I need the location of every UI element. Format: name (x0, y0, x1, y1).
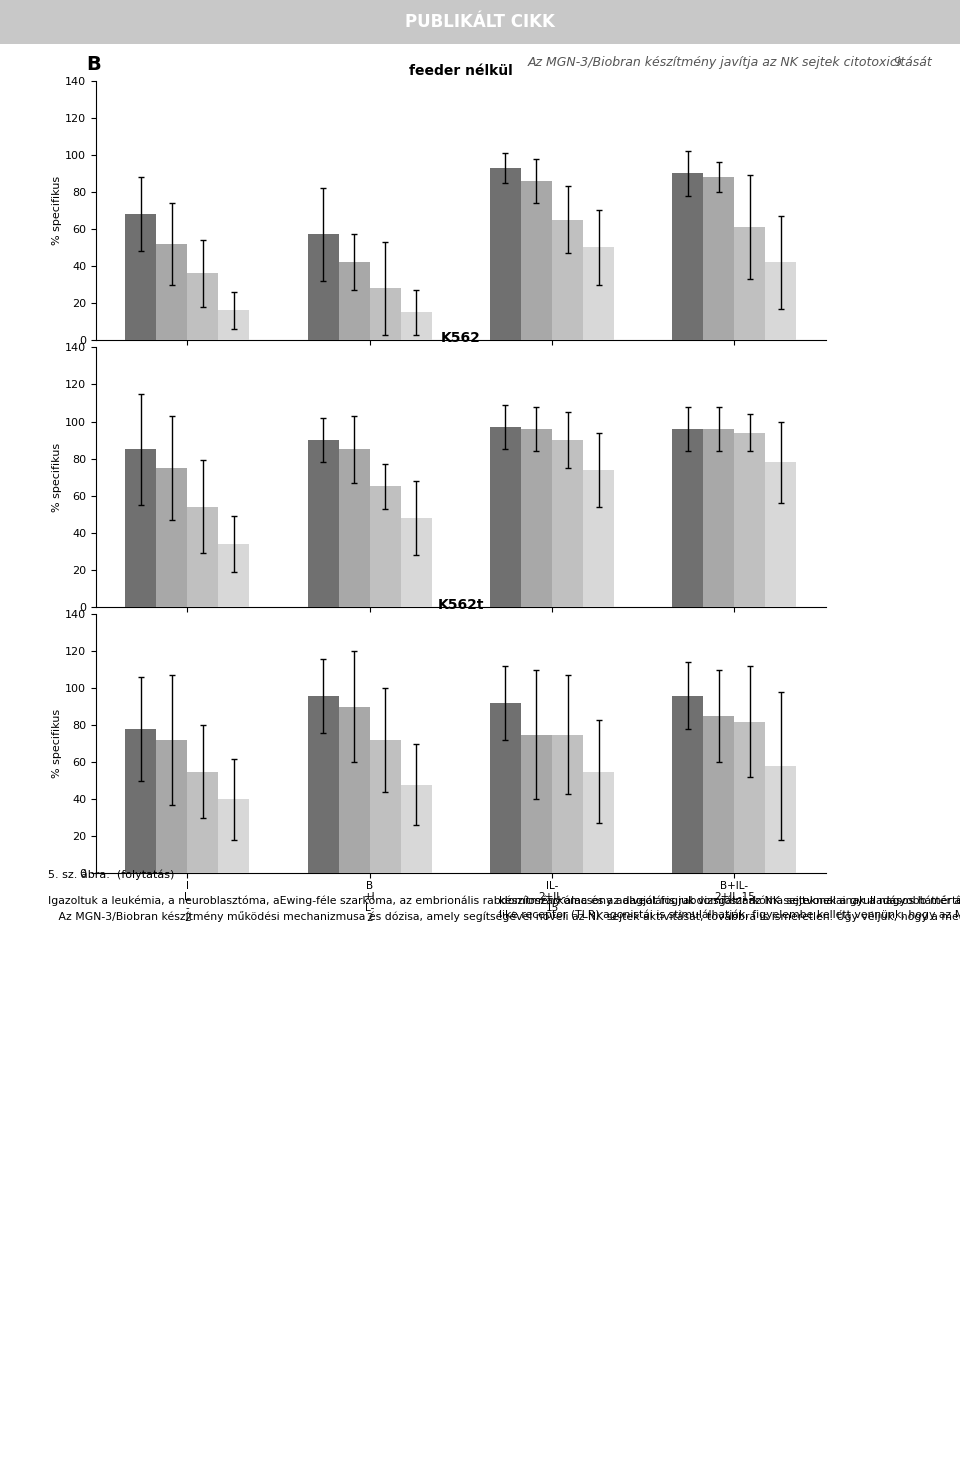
Bar (218, 800, 250, 873)
Bar (218, 310, 250, 341)
Text: 5. sz. ábra.  (folytatás): 5. sz. ábra. (folytatás) (48, 869, 175, 879)
Bar (125, 449, 156, 606)
Bar (370, 486, 400, 606)
Bar (765, 263, 797, 341)
Bar (187, 506, 218, 606)
Bar (583, 470, 614, 606)
Bar (704, 716, 734, 873)
Title: feeder nélkül: feeder nélkül (409, 65, 513, 78)
Bar (125, 730, 156, 873)
Bar (187, 772, 218, 873)
Bar (704, 429, 734, 606)
Bar (552, 734, 583, 873)
Bar (765, 766, 797, 873)
Bar (400, 784, 432, 873)
Bar (339, 263, 370, 341)
Bar (307, 440, 339, 606)
Bar (187, 273, 218, 341)
Bar (704, 178, 734, 341)
Bar (583, 248, 614, 341)
Bar (307, 235, 339, 341)
Bar (218, 543, 250, 606)
Bar (765, 462, 797, 606)
Bar (490, 167, 521, 341)
Bar (734, 228, 765, 341)
Bar (552, 440, 583, 606)
Bar (490, 427, 521, 606)
Bar (672, 429, 704, 606)
Bar (400, 313, 432, 341)
Bar (521, 734, 552, 873)
Bar (156, 468, 187, 606)
Title: K562: K562 (441, 330, 481, 345)
Bar (400, 518, 432, 606)
Bar (734, 433, 765, 606)
Text: Igazoltuk a leukémia, a neuroblasztóma, aEwing-féle szarkóma, az embrionális rab: Igazoltuk a leukémia, a neuroblasztóma, … (48, 895, 960, 922)
Title: K562t: K562t (438, 597, 484, 612)
Bar (552, 220, 583, 341)
Text: készítmény alacsony adagját fogjuk vizsgálni az NK sejteknek a gyulladásos hátté: készítmény alacsony adagját fogjuk vizsg… (499, 895, 960, 920)
Bar (672, 696, 704, 873)
Y-axis label: % specifikus: % specifikus (53, 709, 62, 778)
Bar (370, 288, 400, 341)
Bar (521, 181, 552, 341)
Bar (672, 173, 704, 341)
Bar (521, 429, 552, 606)
Bar (339, 449, 370, 606)
Bar (156, 740, 187, 873)
Bar (307, 696, 339, 873)
Bar (339, 706, 370, 873)
Y-axis label: % specifikus: % specifikus (53, 442, 62, 512)
Y-axis label: % specifikus: % specifikus (53, 176, 62, 245)
Bar (583, 772, 614, 873)
Bar (490, 703, 521, 873)
Bar (125, 214, 156, 341)
Text: Az MGN-3/Biobran készítmény javítja az NK sejtek citotoxicitását: Az MGN-3/Biobran készítmény javítja az N… (528, 56, 933, 69)
Bar (156, 244, 187, 341)
Text: PUBLIKÁLT CIKK: PUBLIKÁLT CIKK (405, 13, 555, 31)
Text: 9: 9 (893, 56, 900, 69)
Bar (734, 722, 765, 873)
Text: B: B (86, 56, 101, 75)
Bar (370, 740, 400, 873)
